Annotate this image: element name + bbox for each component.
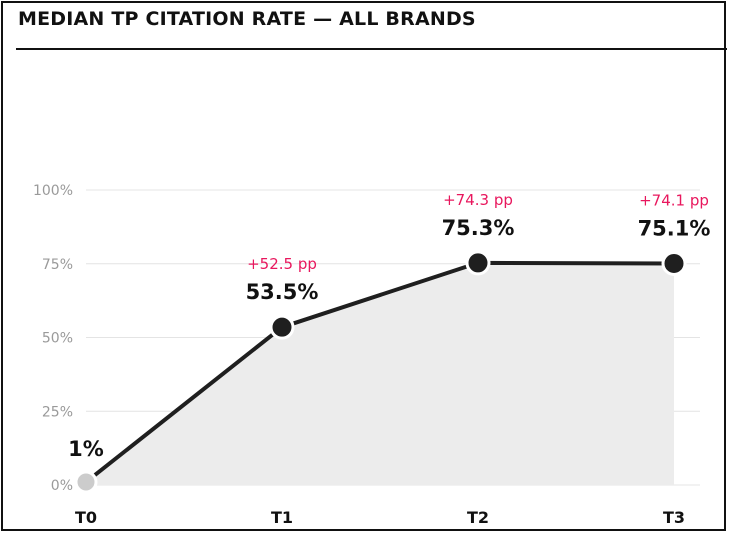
y-tick-label: 25% [42,404,73,420]
area-fill [86,262,674,485]
y-tick-label: 100% [33,183,73,199]
delta-label: +74.1 pp [639,191,709,209]
data-point [465,250,491,276]
data-label: 75.1% [638,216,711,240]
area-layer [86,262,674,485]
data-label: 75.3% [442,216,515,240]
data-point [74,470,98,494]
y-tick-label: 75% [42,257,73,273]
data-label: 53.5% [246,280,319,304]
chart-title: MEDIAN TP CITATION RATE — ALL BRANDS [18,8,476,30]
y-tick-label: 0% [51,478,73,494]
x-tick-label: T1 [271,508,293,527]
x-tick-label: T0 [75,508,97,527]
y-tick-label: 50% [42,331,73,347]
data-point [661,250,687,276]
point-layer [74,250,687,494]
delta-label: +52.5 pp [247,255,317,273]
x-tick-label: T3 [663,508,685,527]
axis-layer: 0% 25% 50% 75% 100% T0 T1 T2 T3 [33,183,685,527]
data-label: 1% [68,437,104,461]
data-point [269,314,295,340]
label-layer: 1% 53.5% +52.5 pp 75.3% +74.3 pp 75.1% +74.1 p… [68,191,710,461]
line-layer [84,260,676,485]
series-line [84,260,676,485]
x-tick-label: T2 [467,508,489,527]
title-divider [16,48,727,50]
delta-label: +74.3 pp [443,191,513,209]
